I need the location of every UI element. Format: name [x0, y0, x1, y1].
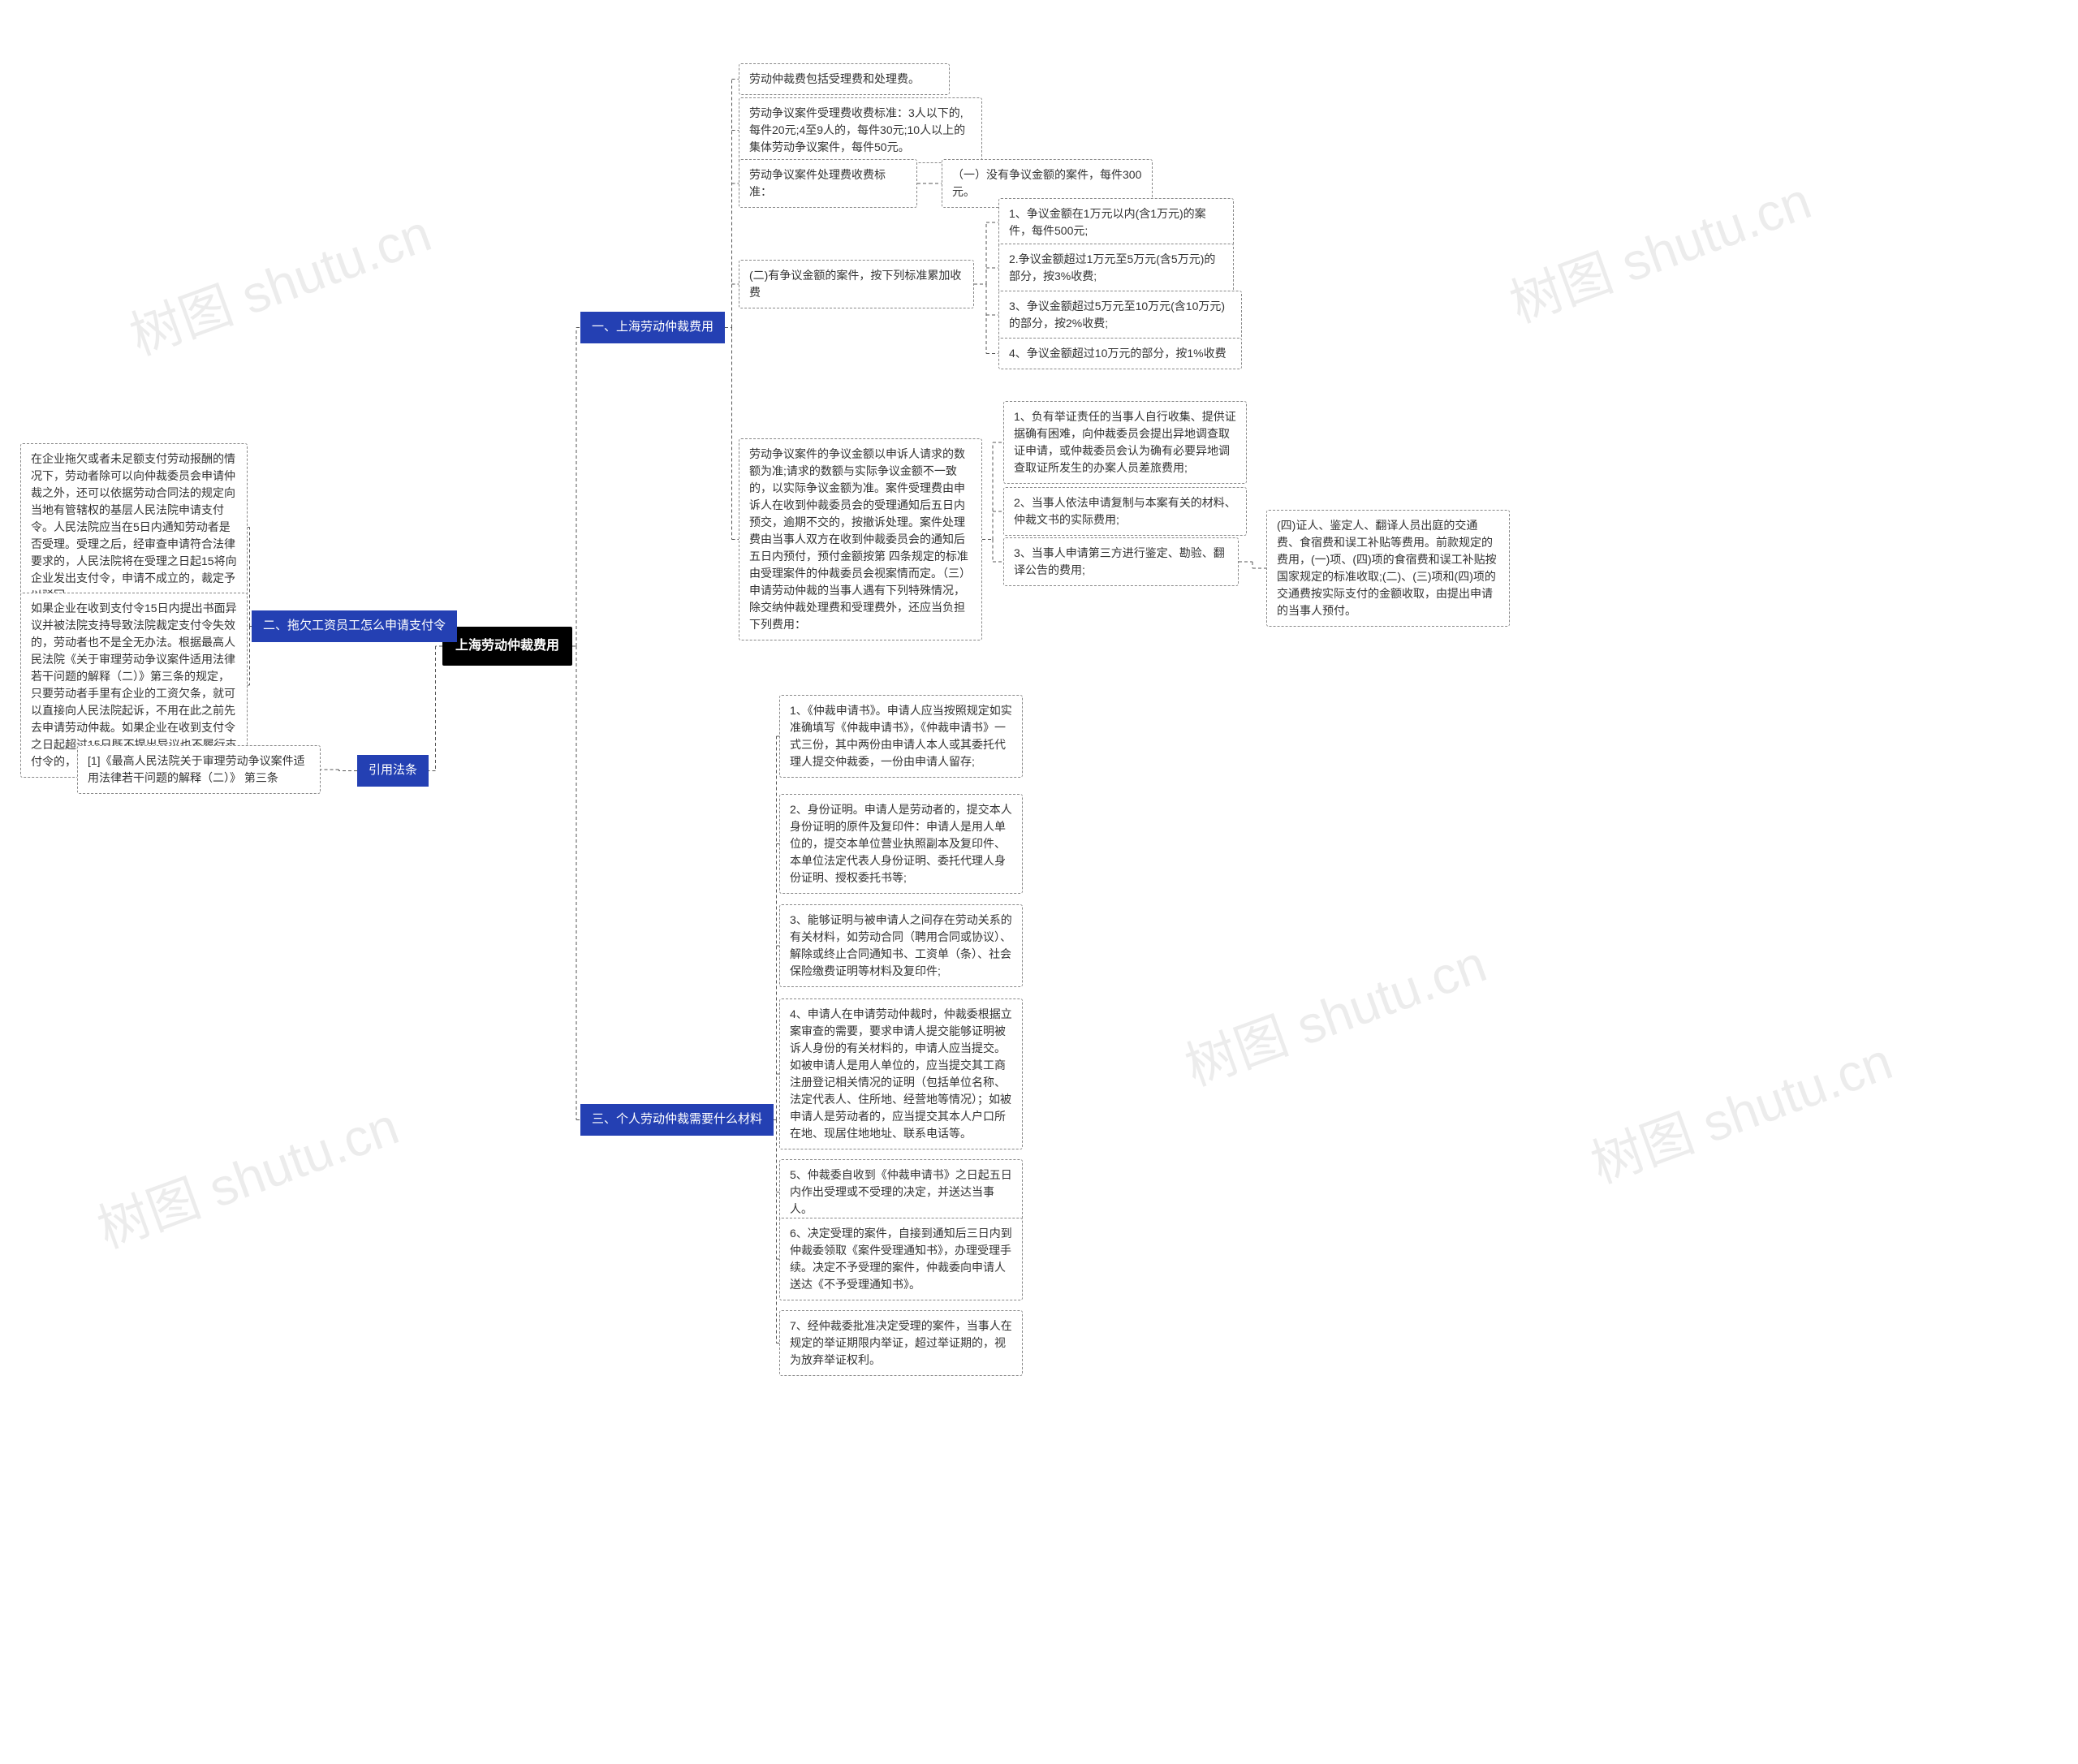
leaf-b3c6: 6、决定受理的案件，自接到通知后三日内到仲裁委领取《案件受理通知书》，办理受理手…: [779, 1218, 1023, 1300]
leaf-b1c5: 劳动争议案件的争议金额以申诉人请求的数额为准;请求的数额与实际争议金额不一致的，…: [739, 438, 982, 640]
leaf-b3c2: 2、身份证明。申请人是劳动者的，提交本人身份证明的原件及复印件：申请人是用人单位…: [779, 794, 1023, 894]
leaf-b2c1: 在企业拖欠或者未足额支付劳动报酬的情况下，劳动者除可以向仲裁委员会申请仲裁之外，…: [20, 443, 248, 611]
leaf-b1c4: (二)有争议金额的案件，按下列标准累加收费: [739, 260, 974, 308]
watermark: 树图 shutu.cn: [1498, 159, 1820, 337]
branch-b3: 三、个人劳动仲裁需要什么材料: [580, 1104, 774, 1136]
leaf-b3c5: 5、仲裁委自收到《仲裁申请书》之日起五日内作出受理或不受理的决定，并送达当事人。: [779, 1159, 1023, 1225]
branch-b1: 一、上海劳动仲裁费用: [580, 312, 725, 343]
leaf-b1c5c1: (四)证人、鉴定人、翻译人员出庭的交通费、食宿费和误工补贴等费用。前款规定的费用…: [1266, 510, 1510, 627]
leaf-b1c5a: 1、负有举证责任的当事人自行收集、提供证据确有困难，向仲裁委员会提出异地调查取证…: [1003, 401, 1247, 484]
leaf-b1c4b: 2.争议金额超过1万元至5万元(含5万元)的部分，按3%收费;: [998, 244, 1234, 292]
leaf-b1c4a: 1、争议金额在1万元以内(含1万元)的案件，每件500元;: [998, 198, 1234, 247]
watermark: 树图 shutu.cn: [86, 1085, 407, 1262]
watermark: 树图 shutu.cn: [1580, 1020, 1901, 1197]
watermark: 树图 shutu.cn: [1174, 922, 1495, 1100]
branch-bref: 引用法条: [357, 755, 429, 787]
watermark: 树图 shutu.cn: [119, 192, 440, 369]
leaf-b3c1: 1、《仲裁申请书》。申请人应当按照规定如实准确填写《仲裁申请书》，《仲裁申请书》…: [779, 695, 1023, 778]
leaf-b1c4c: 3、争议金额超过5万元至10万元(含10万元)的部分，按2%收费;: [998, 291, 1242, 339]
leaf-b1c1: 劳动仲裁费包括受理费和处理费。: [739, 63, 950, 95]
leaf-b3c7: 7、经仲裁委批准决定受理的案件，当事人在规定的举证期限内举证，超过举证期的，视为…: [779, 1310, 1023, 1376]
leaf-b1c2: 劳动争议案件受理费收费标准：3人以下的,每件20元;4至9人的，每件30元;10…: [739, 97, 982, 163]
branch-b2: 二、拖欠工资员工怎么申请支付令: [252, 610, 457, 642]
leaf-b1c5c: 3、当事人申请第三方进行鉴定、勘验、翻译公告的费用;: [1003, 537, 1239, 586]
leaf-b3c3: 3、能够证明与被申请人之间存在劳动关系的有关材料，如劳动合同（聘用合同或协议）、…: [779, 904, 1023, 987]
root-node: 上海劳动仲裁费用: [442, 627, 572, 666]
leaf-b1c5b: 2、当事人依法申请复制与本案有关的材料、仲裁文书的实际费用;: [1003, 487, 1247, 536]
leaf-b1c3: 劳动争议案件处理费收费标准：: [739, 159, 917, 208]
leaf-b3c4: 4、申请人在申请劳动仲裁时，仲裁委根据立案审查的需要，要求申请人提交能够证明被诉…: [779, 998, 1023, 1149]
leaf-b1c4d: 4、争议金额超过10万元的部分，按1%收费: [998, 338, 1242, 369]
leaf-brefc1: [1]《最高人民法院关于审理劳动争议案件适用法律若干问题的解释（二）》 第三条: [77, 745, 321, 794]
